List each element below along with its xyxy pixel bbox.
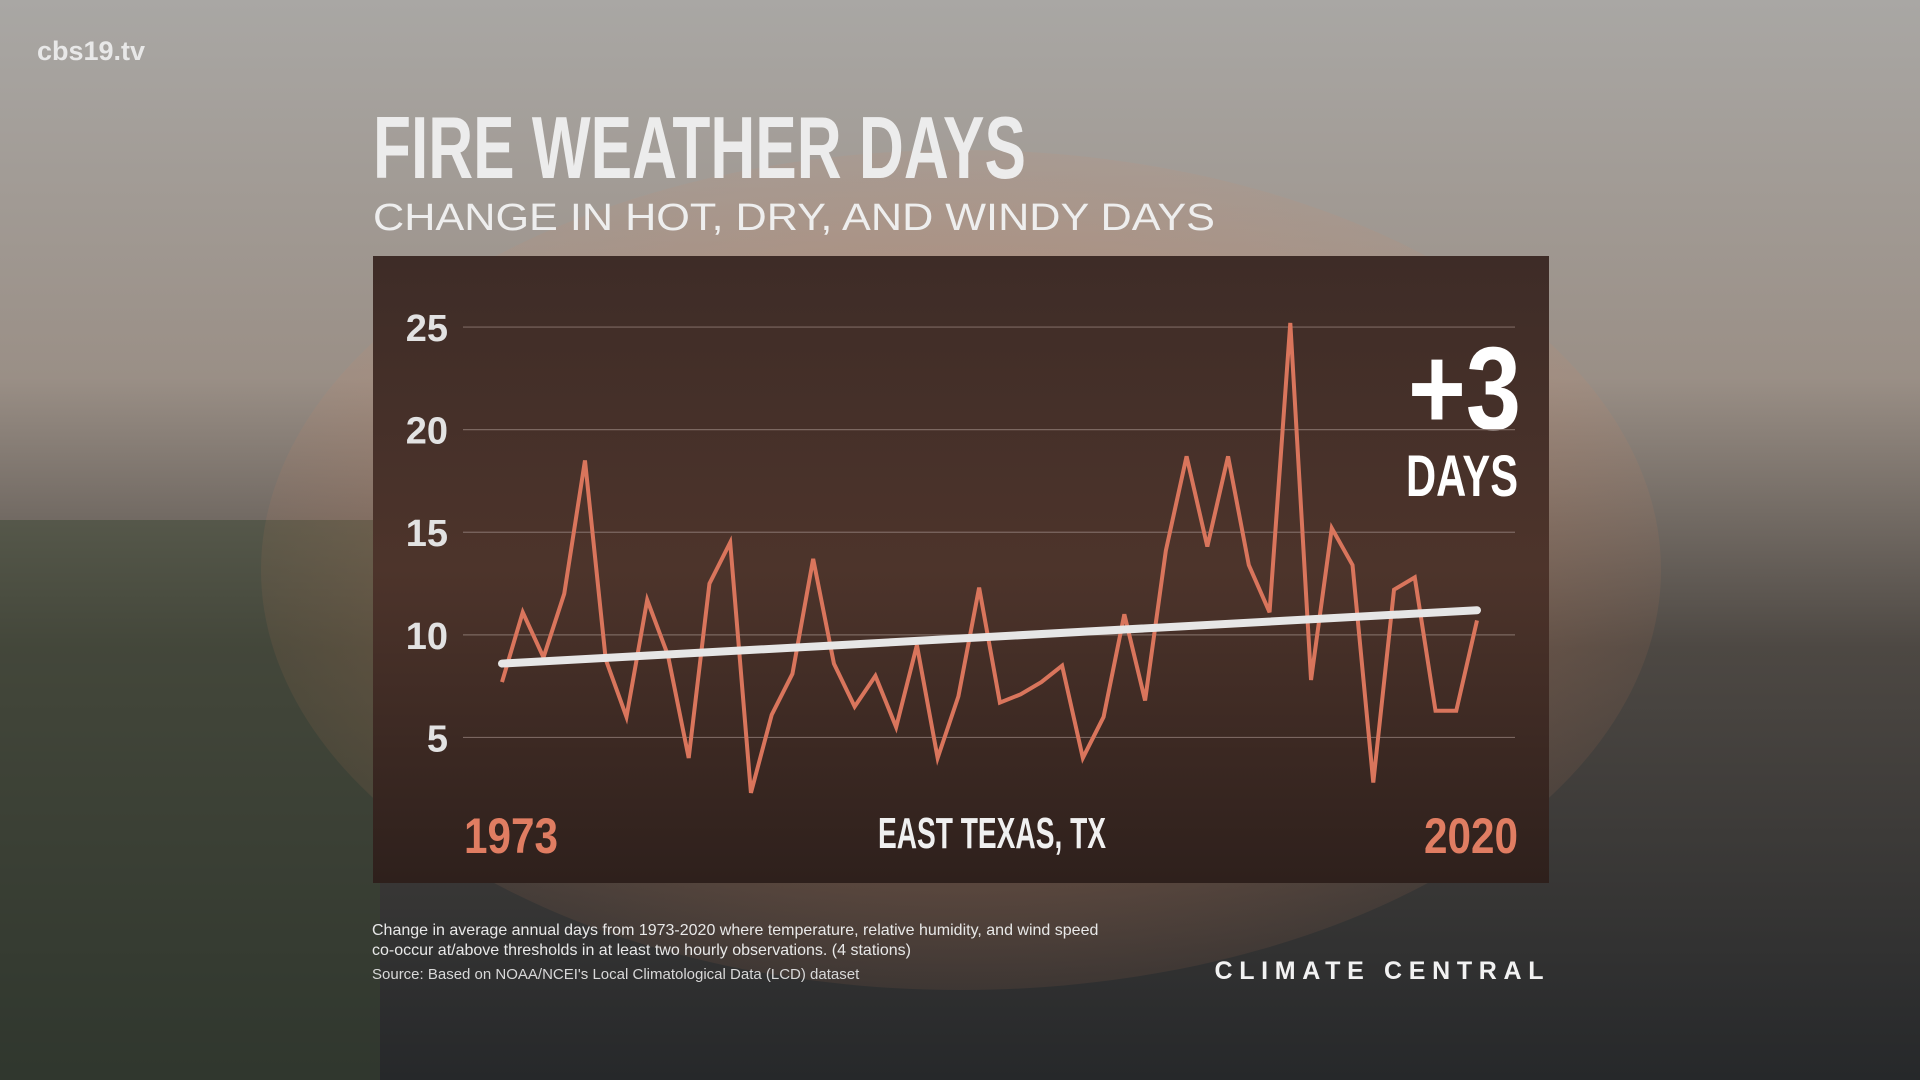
y-tick-label: 20 <box>406 411 448 453</box>
plot: 5 10 15 20 25 1973 2020 <box>406 308 1518 864</box>
chart-title: FIRE WEATHER DAYS <box>373 98 1026 197</box>
trend-line <box>498 606 1481 668</box>
y-tick-label: 15 <box>406 513 448 555</box>
y-tick-label: 5 <box>427 718 448 760</box>
x-tick-label: 2020 <box>1424 808 1518 864</box>
source: Source: Based on NOAA/NCEI's Local Clima… <box>372 966 860 983</box>
y-tick-label: 25 <box>406 308 448 350</box>
logo: CLIMATE CENTRAL <box>1215 957 1548 985</box>
chart-subtitle: CHANGE IN HOT, DRY, AND WINDY DAYS <box>373 197 1215 239</box>
note-line: Change in average annual days from 1973-… <box>372 922 1098 939</box>
annotation-unit: DAYS <box>1406 444 1518 509</box>
y-tick-label: 10 <box>406 616 448 658</box>
annotation: +3 <box>1408 323 1521 455</box>
watermark: cbs19.tv <box>37 36 145 66</box>
location-label: EAST TEXAS, TX <box>878 809 1106 858</box>
chart-panel <box>373 256 1549 883</box>
note-line: co-occur at/above thresholds in at least… <box>372 942 911 959</box>
data-line <box>500 322 1479 794</box>
x-tick-label: 1973 <box>464 808 558 864</box>
